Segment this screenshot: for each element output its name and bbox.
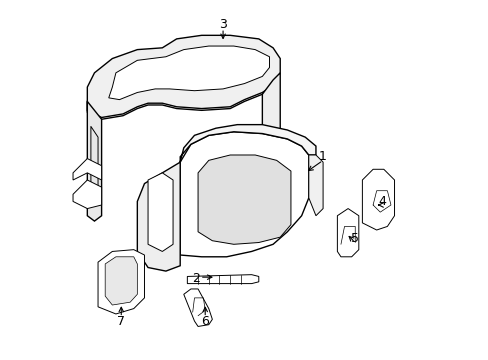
Text: 4: 4 [377,195,385,208]
Polygon shape [362,169,394,230]
Polygon shape [87,102,102,221]
Polygon shape [148,173,173,251]
Text: 6: 6 [201,315,209,328]
Polygon shape [73,158,102,180]
Text: 7: 7 [117,315,125,328]
Text: 2: 2 [192,272,200,285]
Polygon shape [180,132,308,257]
Polygon shape [73,180,102,208]
Polygon shape [262,73,280,176]
Polygon shape [87,39,272,119]
Polygon shape [198,155,290,244]
Text: 1: 1 [319,150,326,163]
Polygon shape [105,257,137,305]
Polygon shape [180,125,315,162]
Polygon shape [137,162,180,271]
Polygon shape [337,208,358,257]
Polygon shape [187,275,258,284]
Polygon shape [98,249,144,314]
Polygon shape [108,46,269,100]
Polygon shape [87,35,280,117]
Text: 3: 3 [219,18,226,31]
Polygon shape [308,155,323,216]
Polygon shape [183,289,212,327]
Text: 5: 5 [350,233,359,246]
